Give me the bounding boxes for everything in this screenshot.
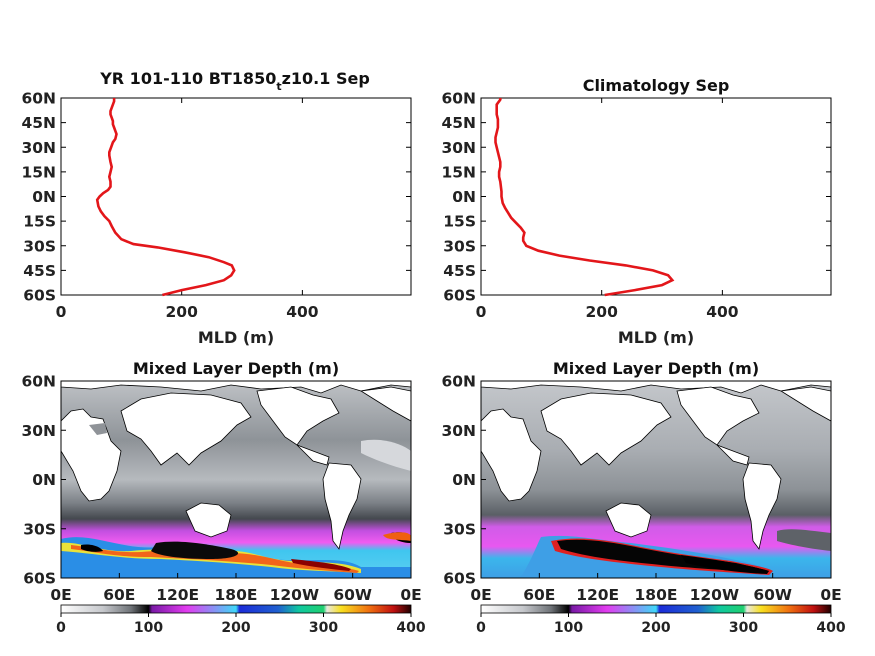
- panel-title: Climatology Sep: [583, 76, 730, 95]
- x-tick-label: 200: [166, 303, 199, 321]
- x-axis-label: MLD (m): [618, 328, 694, 347]
- x-tick-label: 0E: [470, 586, 491, 604]
- colorbar-tick-label: 300: [729, 620, 758, 636]
- mld-map-climatology: Mixed Layer Depth (m) 60N 30N 0N 30S 60S 0E 6…: [441, 359, 841, 604]
- x-tick-label: 120E: [156, 586, 199, 604]
- colorbar-tick-label: 200: [221, 620, 250, 636]
- y-tick-label: 30S: [443, 520, 476, 538]
- y-tick-label: 45S: [443, 262, 476, 280]
- x-tick-label: 0: [476, 303, 487, 321]
- y-tick-label: 30S: [23, 237, 56, 255]
- map-area: [481, 381, 831, 578]
- x-tick-label: 0: [56, 303, 67, 321]
- y-tick-label: 0N: [452, 471, 476, 489]
- panel-title: Mixed Layer Depth (m): [133, 359, 339, 378]
- y-tick-label: 30N: [21, 139, 56, 157]
- y-tick-label: 45S: [23, 262, 56, 280]
- panel-title: YR 101-110 BT1850tz10.1 Sep: [99, 69, 370, 93]
- y-tick-label: 0N: [32, 471, 56, 489]
- y-tick-label: 45N: [441, 114, 476, 132]
- colorbar-tick-label: 100: [554, 620, 583, 636]
- y-tick-label: 15S: [443, 213, 476, 231]
- y-tick-label: 0N: [32, 188, 56, 206]
- x-tick-label: 0E: [820, 586, 841, 604]
- y-tick-label: 60S: [443, 287, 476, 305]
- y-tick-label: 15S: [23, 213, 56, 231]
- x-tick-label: 0E: [50, 586, 71, 604]
- y-tick-label: 60S: [23, 570, 56, 588]
- y-tick-label: 30S: [23, 520, 56, 538]
- colorbar-tick-label: 0: [56, 620, 66, 636]
- y-tick-label: 60S: [443, 570, 476, 588]
- profile-panel-model: YR 101-110 BT1850tz10.1 Sep 60N 45N 30N 15N…: [21, 69, 412, 347]
- colorbar-tick-label: 300: [309, 620, 338, 636]
- x-tick-label: 60W: [753, 586, 792, 604]
- y-tick-label: 0N: [452, 188, 476, 206]
- x-tick-label: 400: [286, 303, 319, 321]
- x-tick-label: 120W: [270, 586, 319, 604]
- x-tick-label: 60E: [523, 586, 555, 604]
- x-axis-label: MLD (m): [198, 328, 274, 347]
- x-tick-label: 60E: [103, 586, 135, 604]
- panel-title: Mixed Layer Depth (m): [553, 359, 759, 378]
- y-tick-label: 15N: [441, 163, 476, 181]
- y-tick-label: 15N: [21, 163, 56, 181]
- y-tick-label: 60N: [441, 373, 476, 391]
- mld-profile-line: [95, 98, 236, 297]
- y-tick-label: 30N: [441, 139, 476, 157]
- colorbar-right: 0 100 200 300 400: [476, 604, 846, 636]
- colorbar-tick-label: 400: [816, 620, 845, 636]
- plot-frame: [480, 97, 832, 296]
- colorbar-tick-label: 100: [134, 620, 163, 636]
- x-tick-label: 120W: [690, 586, 739, 604]
- y-tick-label: 45N: [21, 114, 56, 132]
- mld-profile-line: [494, 98, 675, 297]
- colorbar-tick-label: 0: [476, 620, 486, 636]
- x-tick-label: 180E: [635, 586, 678, 604]
- colorbar-tick-label: 400: [396, 620, 425, 636]
- y-tick-label: 30N: [21, 422, 56, 440]
- x-tick-label: 200: [586, 303, 619, 321]
- profile-panel-climatology: Climatology Sep 60N 45N 30N 15N 0N 15S 30S 45S 6…: [441, 76, 832, 347]
- colorbar-tick-label: 200: [641, 620, 670, 636]
- x-tick-label: 120E: [576, 586, 619, 604]
- x-tick-label: 400: [706, 303, 739, 321]
- y-tick-label: 60N: [441, 90, 476, 108]
- colorbar-left: 0 100 200 300 400: [56, 604, 426, 636]
- y-tick-label: 30S: [443, 237, 476, 255]
- x-tick-label: 0E: [400, 586, 421, 604]
- x-tick-label: 60W: [333, 586, 372, 604]
- x-tick-label: 180E: [215, 586, 258, 604]
- y-tick-label: 30N: [441, 422, 476, 440]
- map-area: [61, 381, 411, 578]
- y-tick-label: 60N: [21, 90, 56, 108]
- y-tick-label: 60N: [21, 373, 56, 391]
- y-tick-label: 60S: [23, 287, 56, 305]
